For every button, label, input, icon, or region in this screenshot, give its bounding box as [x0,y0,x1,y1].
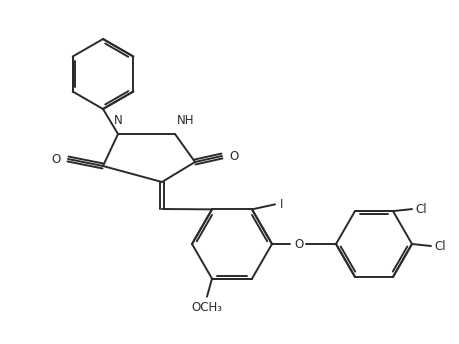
Text: Cl: Cl [433,239,445,252]
Text: Cl: Cl [414,203,425,216]
Text: O: O [229,150,238,162]
Text: O: O [51,152,61,165]
Text: OCH₃: OCH₃ [191,301,222,314]
Text: I: I [280,198,283,211]
Text: NH: NH [177,114,194,127]
Text: N: N [113,114,122,127]
Text: O: O [293,237,302,250]
